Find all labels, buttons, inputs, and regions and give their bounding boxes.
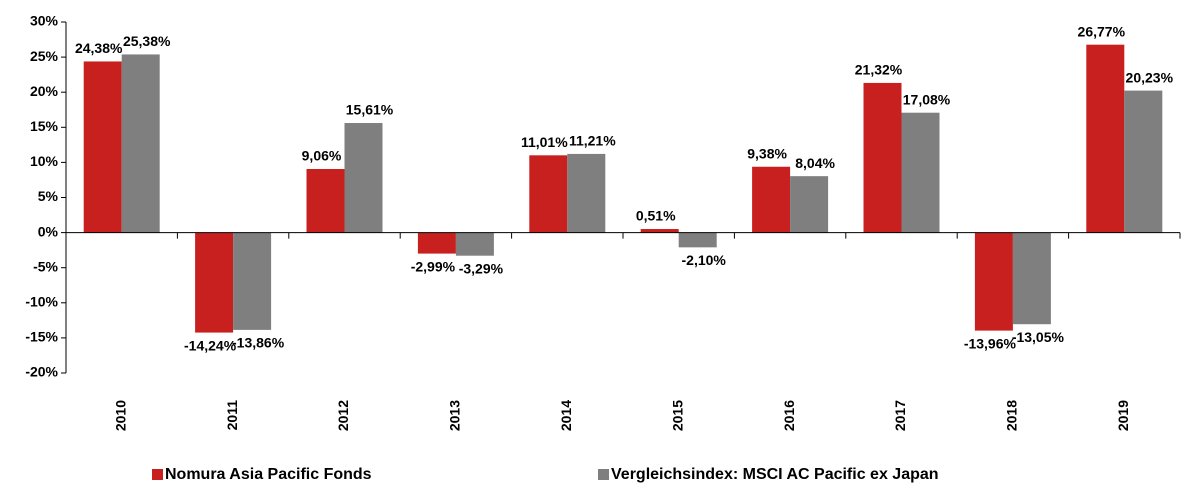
y-tick-label: -15%: [25, 329, 58, 345]
data-label: -2,99%: [411, 258, 456, 274]
bar: [529, 155, 568, 233]
y-tick-label: 10%: [30, 153, 59, 169]
legend-label: Vergleichsindex: MSCI AC Pacific ex Japa…: [611, 466, 939, 483]
y-tick-label: 0%: [38, 223, 59, 239]
bar: [417, 232, 456, 254]
bar: [195, 232, 234, 333]
data-label: 26,77%: [1078, 23, 1126, 39]
bar: [974, 232, 1013, 331]
data-label: 0,51%: [636, 208, 676, 224]
data-label: 11,01%: [521, 134, 568, 150]
data-label: 25,38%: [123, 33, 171, 49]
legend-swatch: [152, 469, 163, 480]
bar: [678, 232, 717, 248]
x-tick-label: 2010: [112, 400, 128, 431]
x-tick-label: 2013: [447, 400, 463, 431]
x-tick-label: 2019: [1115, 400, 1131, 431]
legend-label: Nomura Asia Pacific Fonds: [165, 466, 372, 483]
data-label: 20,23%: [1126, 69, 1174, 85]
bar: [1124, 90, 1163, 233]
x-tick-label: 2014: [558, 400, 574, 431]
data-label: -2,10%: [682, 252, 727, 268]
x-tick-label: 2012: [335, 400, 351, 431]
data-label: -13,96%: [964, 335, 1017, 351]
data-label: 17,08%: [903, 91, 951, 107]
data-label: -13,86%: [232, 335, 285, 351]
x-tick-label: 2018: [1004, 400, 1020, 431]
x-tick-label: 2016: [781, 400, 797, 431]
legend-swatch: [598, 469, 609, 480]
bar: [1086, 44, 1125, 233]
bar: [83, 61, 122, 233]
y-tick-label: 15%: [30, 118, 59, 134]
y-tick-label: -20%: [25, 364, 58, 380]
data-label: -3,29%: [459, 260, 504, 276]
bar: [455, 232, 494, 256]
bar: [863, 82, 902, 233]
bar: [640, 229, 679, 233]
data-label: 9,06%: [302, 148, 342, 164]
data-label: 15,61%: [346, 102, 394, 118]
bar: [306, 168, 345, 233]
y-tick-label: 5%: [38, 188, 59, 204]
bar: [567, 153, 606, 233]
bar: [1012, 232, 1051, 325]
y-tick-label: -5%: [33, 258, 58, 274]
bar: [121, 54, 160, 233]
x-tick-label: 2015: [669, 400, 685, 431]
x-tick-label: 2011: [224, 400, 240, 431]
bar: [233, 232, 272, 330]
bar: [901, 112, 940, 233]
x-tick-label: 2017: [892, 400, 908, 431]
data-label: -14,24%: [184, 337, 237, 353]
data-label: 11,21%: [569, 133, 616, 149]
y-tick-label: 20%: [30, 83, 59, 99]
y-tick-label: -10%: [25, 294, 58, 310]
bar: [790, 176, 829, 233]
data-label: 9,38%: [747, 145, 787, 161]
data-label: 21,32%: [855, 62, 903, 78]
data-label: 8,04%: [795, 155, 835, 171]
y-tick-label: 25%: [30, 48, 59, 64]
bar: [752, 166, 791, 233]
data-label: 24,38%: [75, 40, 123, 56]
data-label: -13,05%: [1012, 329, 1065, 345]
bar: [344, 123, 383, 233]
y-tick-label: 30%: [30, 13, 59, 29]
